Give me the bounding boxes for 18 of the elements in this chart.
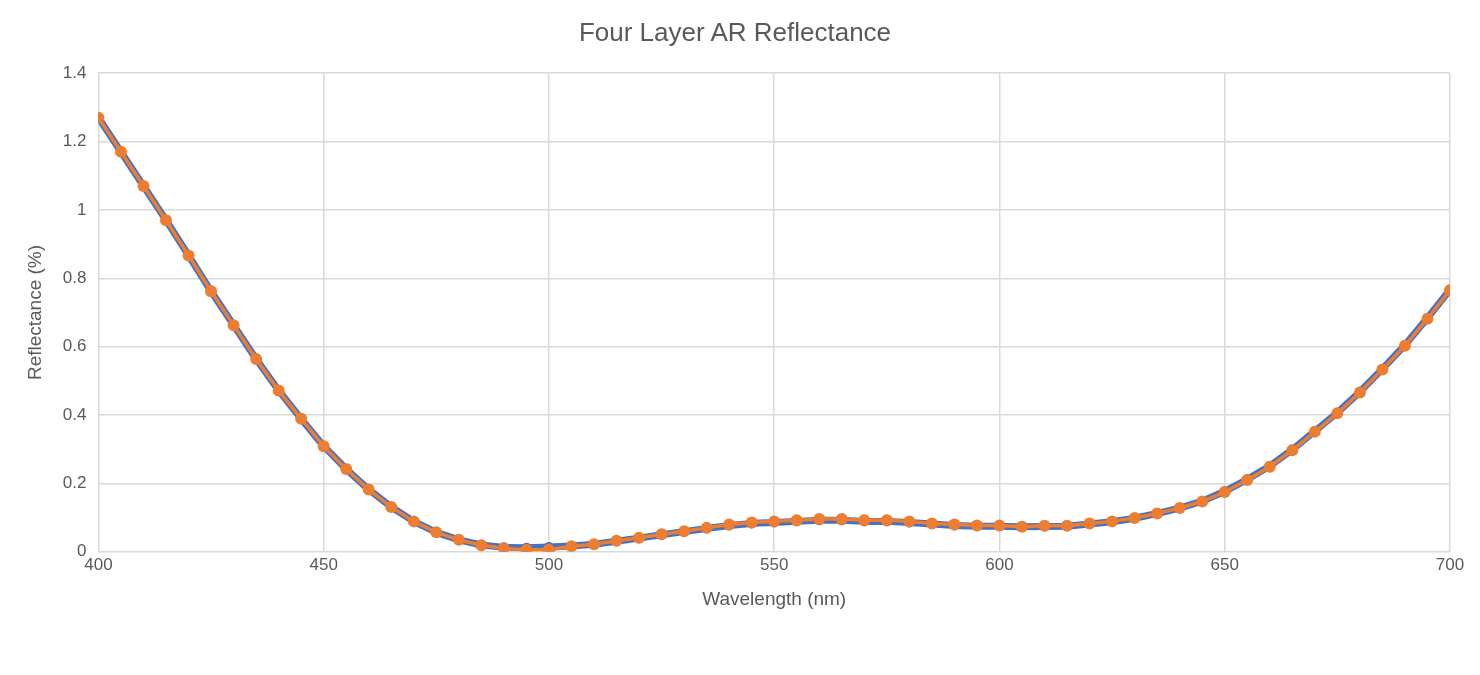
x-tick-label: 600 — [985, 554, 1014, 574]
y-tick-label: 0 — [76, 541, 87, 561]
x-tick-label: 550 — [760, 554, 789, 574]
chart-title: Four Layer AR Reflectance — [578, 16, 892, 47]
y-tick-label: 0.2 — [62, 473, 87, 493]
x-tick-label: 500 — [534, 554, 564, 574]
x-tick-label: 700 — [1435, 554, 1465, 574]
x-tick-label: 650 — [1210, 554, 1239, 574]
x-axis-title: Wavelength (nm) — [702, 587, 847, 609]
y-tick-label: 0.8 — [62, 268, 87, 287]
y-tick-label: 1.2 — [62, 131, 87, 151]
y-tick-label: 1.4 — [62, 62, 87, 82]
y-axis-title: Reflectance (%) — [23, 244, 45, 381]
y-tick-label: 0.6 — [62, 336, 87, 356]
y-tick-label: 1 — [76, 199, 87, 219]
y-tick-label: 0.4 — [62, 404, 87, 424]
x-tick-label: 400 — [84, 554, 113, 574]
x-tick-label: 450 — [309, 554, 338, 574]
